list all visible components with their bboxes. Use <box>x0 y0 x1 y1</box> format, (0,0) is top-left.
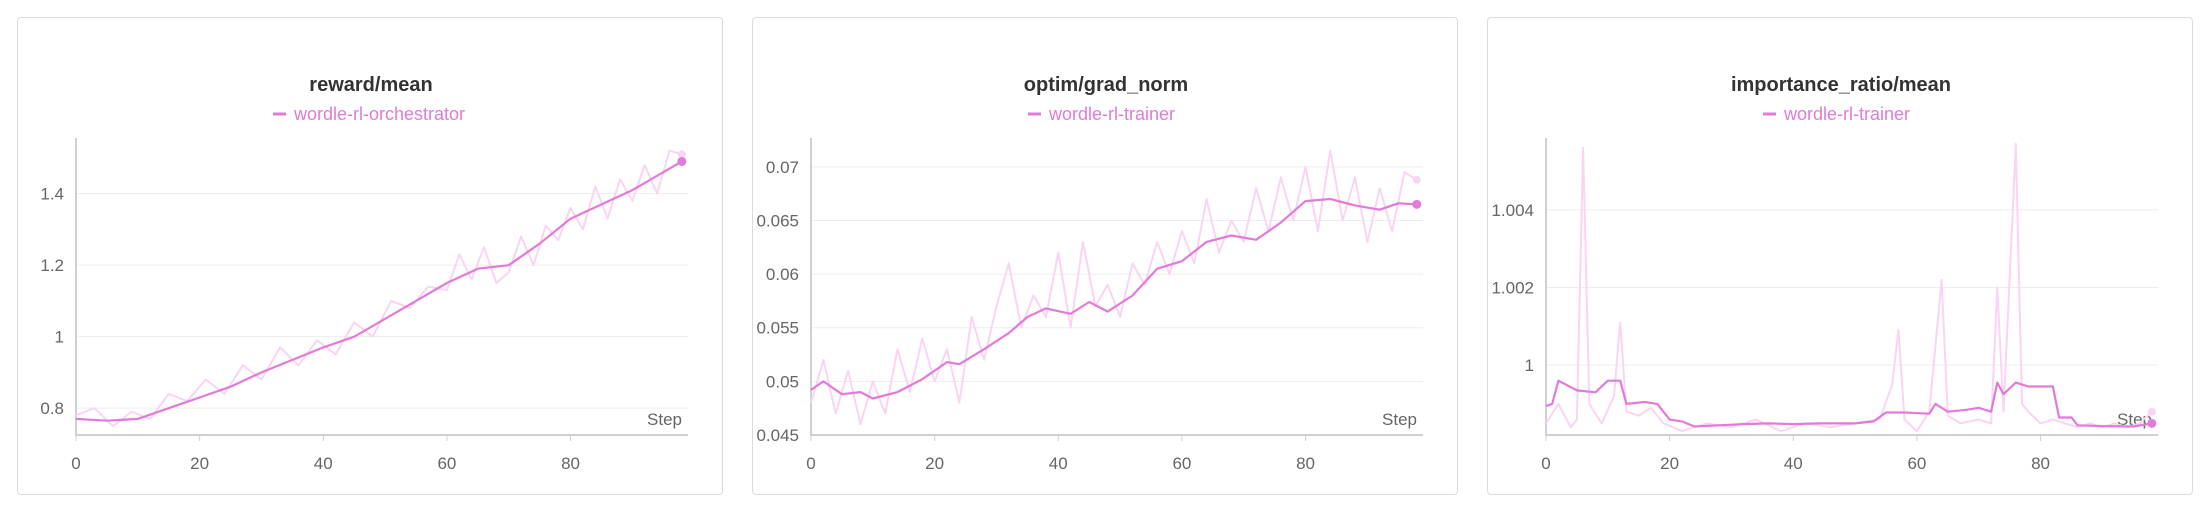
x-tick-label: 40 <box>1784 454 1803 473</box>
y-tick-label: 1.4 <box>40 185 64 204</box>
x-tick-label: 40 <box>1049 454 1068 473</box>
y-tick-label: 0.065 <box>756 211 799 230</box>
series-raw-line <box>810 149 1418 426</box>
x-tick-label: 0 <box>1541 454 1550 473</box>
chart-panel-importance-ratio[interactable]: importance_ratio/mean wordle-rl-trainer … <box>1487 17 2193 495</box>
chart-title: importance_ratio/mean <box>1731 74 1951 96</box>
chart-title: reward/mean <box>309 74 432 96</box>
series-endpoint[interactable] <box>2147 418 2157 428</box>
x-tick-label: 80 <box>561 454 580 473</box>
series-raw-line <box>1545 142 2153 433</box>
series-smoothed-line[interactable] <box>810 197 1417 400</box>
legend-label[interactable]: wordle-rl-trainer <box>1783 104 1910 124</box>
chart-svg-grad-norm: optim/grad_norm wordle-rl-trainer 0.045 0… <box>756 74 1423 473</box>
x-tick-label: 20 <box>190 454 209 473</box>
y-tick-label: 0.07 <box>766 158 799 177</box>
series-raw-endpoint <box>677 150 686 159</box>
x-tick-label: 80 <box>1296 454 1315 473</box>
x-axis-label: Step <box>1382 410 1417 429</box>
series-raw-endpoint <box>1412 175 1421 184</box>
series-smoothed-line[interactable] <box>75 160 683 422</box>
y-tick-label: 1.2 <box>40 256 64 275</box>
y-tick-label: 0.06 <box>766 265 799 284</box>
x-tick-label: 60 <box>1907 454 1926 473</box>
x-axis-label: Step <box>647 410 682 429</box>
chart-panel-reward-mean[interactable]: reward/mean wordle-rl-orchestrator 0.8 1 1… <box>17 17 723 495</box>
y-tick-label: 0.8 <box>40 399 64 418</box>
x-tick-label: 0 <box>806 454 815 473</box>
x-tick-label: 20 <box>1660 454 1679 473</box>
x-tick-label: 60 <box>437 454 456 473</box>
series-endpoint[interactable] <box>1412 199 1422 209</box>
y-tick-label: 0.05 <box>766 372 799 391</box>
y-tick-label: 1 <box>1525 356 1534 375</box>
x-tick-label: 40 <box>314 454 333 473</box>
y-tick-label: 1.002 <box>1491 279 1534 298</box>
chart-panel-grad-norm[interactable]: optim/grad_norm wordle-rl-trainer 0.045 0… <box>752 17 1458 495</box>
y-tick-label: 0.055 <box>756 319 799 338</box>
x-tick-label: 20 <box>925 454 944 473</box>
chart-svg-importance-ratio: importance_ratio/mean wordle-rl-trainer … <box>1491 74 2158 473</box>
x-tick-label: 80 <box>2031 454 2050 473</box>
series-raw-endpoint <box>2147 407 2156 416</box>
chart-svg-reward-mean: reward/mean wordle-rl-orchestrator 0.8 1 1… <box>40 74 688 473</box>
series-endpoint[interactable] <box>677 156 687 166</box>
chart-title: optim/grad_norm <box>1024 74 1188 96</box>
x-tick-label: 0 <box>71 454 80 473</box>
legend-label[interactable]: wordle-rl-orchestrator <box>293 104 465 124</box>
y-tick-label: 0.045 <box>756 426 799 445</box>
series-raw-line <box>75 149 683 428</box>
y-tick-label: 1 <box>55 328 64 347</box>
x-tick-label: 60 <box>1172 454 1191 473</box>
legend-label[interactable]: wordle-rl-trainer <box>1048 104 1175 124</box>
series-smoothed-line[interactable] <box>1545 379 2152 428</box>
y-tick-label: 1.004 <box>1491 201 1534 220</box>
